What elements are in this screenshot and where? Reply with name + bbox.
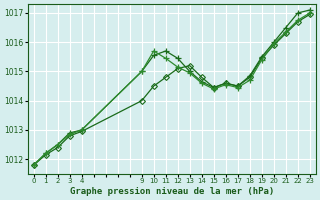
X-axis label: Graphe pression niveau de la mer (hPa): Graphe pression niveau de la mer (hPa) xyxy=(69,187,274,196)
